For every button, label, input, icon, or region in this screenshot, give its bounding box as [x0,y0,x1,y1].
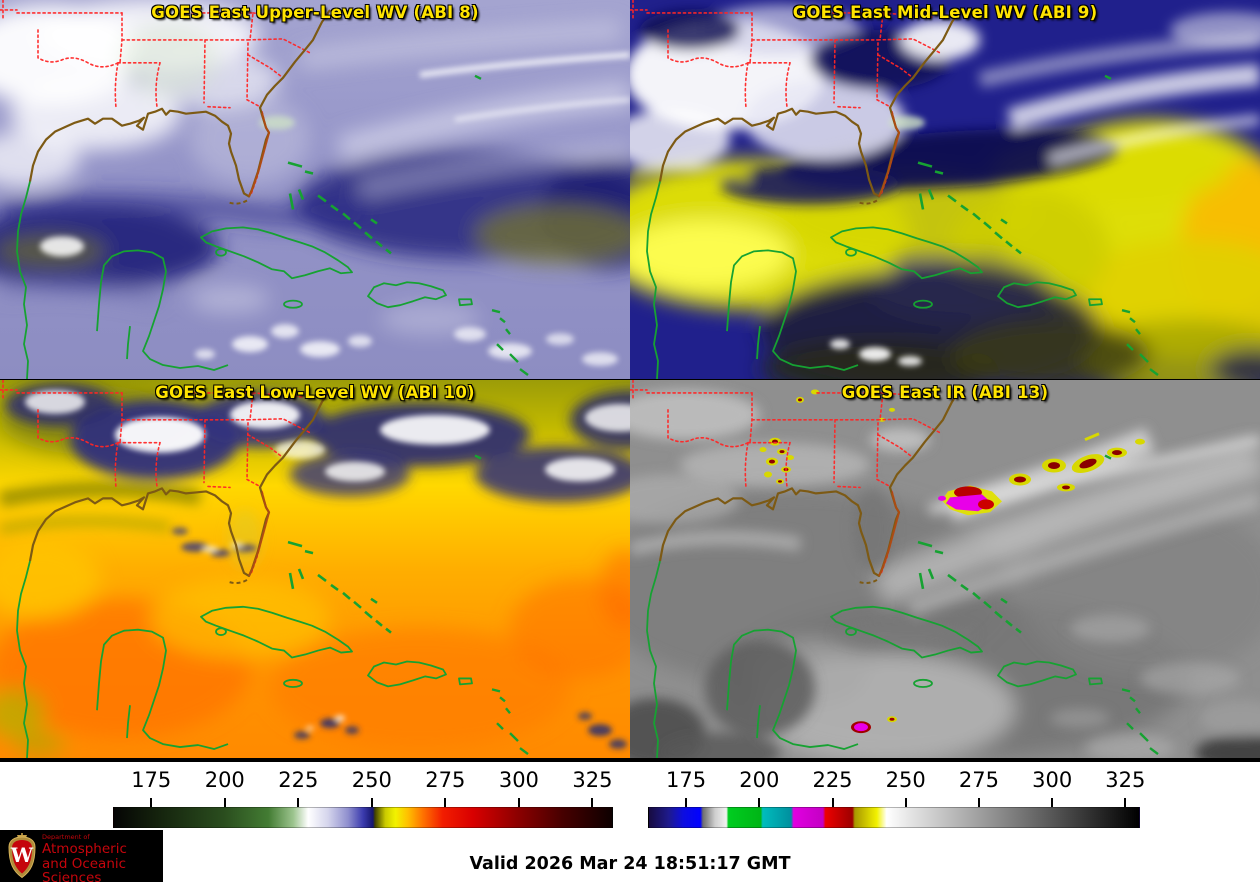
colorbar-tick-mark [904,798,907,807]
colorbar-tick-mark [685,798,688,807]
colorbar-tick-label: 250 [885,768,926,792]
wv-colorbar: 175 200 225 250 275 300 325 [113,762,613,832]
logo-line2: and Oceanic Sciences [42,856,127,882]
logo-dept-label: Department of [42,833,90,841]
colorbar-tick-label: 275 [425,768,466,792]
panel-title: GOES East Low-Level WV (ABI 10) [155,383,475,402]
satellite-image-abi13 [630,380,1260,758]
satellite-image-abi9 [630,0,1260,379]
colorbar-tick-mark [370,798,373,807]
wv-colorbar-gradient [113,807,613,828]
logo-line1: Atmospheric [42,840,127,857]
panel-title: GOES East Mid-Level WV (ABI 9) [792,3,1098,22]
colorbar-tick-mark [297,798,300,807]
satellite-image-abi8 [0,0,630,379]
panel-title: GOES East IR (ABI 13) [841,383,1049,402]
colorbar-tick-mark [223,798,226,807]
uw-crest-icon: W [8,833,36,879]
valid-time-label: Valid 2026 Mar 24 18:51:17 GMT [469,854,791,874]
ir-convection-inland-cluster [759,389,895,484]
colorbar-tick-mark [150,798,153,807]
colorbar-tick-label: 225 [278,768,319,792]
colorbar-tick-mark [444,798,447,807]
panel-ir: GOES East IR (ABI 13) [630,380,1260,758]
colorbar-tick-label: 325 [1105,768,1146,792]
colorbar-tick-label: 200 [739,768,780,792]
satellite-image-abi10 [0,380,630,758]
colorbar-tick-label: 250 [351,768,392,792]
ir-convection-enhancement [759,389,1145,734]
panel-upper-level-wv: GOES East Upper-Level WV (ABI 8) [0,0,630,379]
colorbar-tick-mark [977,798,980,807]
colorbar-tick-mark [831,798,834,807]
footer: 175 200 225 250 275 300 325 175 200 225 250 275 300… [0,762,1260,882]
colorbar-tick-mark [1124,798,1127,807]
uw-aos-logo: W Department of Atmospheric and Oceanic … [0,830,163,882]
colorbar-tick-label: 200 [204,768,245,792]
colorbar-tick-label: 300 [498,768,539,792]
svg-text:W: W [10,843,34,867]
colorbar-tick-label: 300 [1032,768,1073,792]
colorbar-tick-mark [1051,798,1054,807]
colorbar-tick-mark [591,798,594,807]
colorbar-tick-label: 175 [666,768,707,792]
panel-title: GOES East Upper-Level WV (ABI 8) [151,3,479,22]
colorbar-tick-mark [517,798,520,807]
uw-aos-logo-text: Department of Atmospheric and Oceanic Sc… [42,834,163,882]
colorbar-tick-label: 175 [131,768,172,792]
ir-colorbar: 175 200 225 250 275 300 325 [648,762,1145,832]
colorbar-tick-label: 275 [958,768,999,792]
colorbar-tick-mark [758,798,761,807]
panel-low-level-wv: GOES East Low-Level WV (ABI 10) [0,380,630,758]
colorbar-tick-label: 325 [572,768,613,792]
panel-mid-level-wv: GOES East Mid-Level WV (ABI 9) [630,0,1260,379]
colorbar-tick-label: 225 [812,768,853,792]
ir-colorbar-gradient [648,807,1140,828]
